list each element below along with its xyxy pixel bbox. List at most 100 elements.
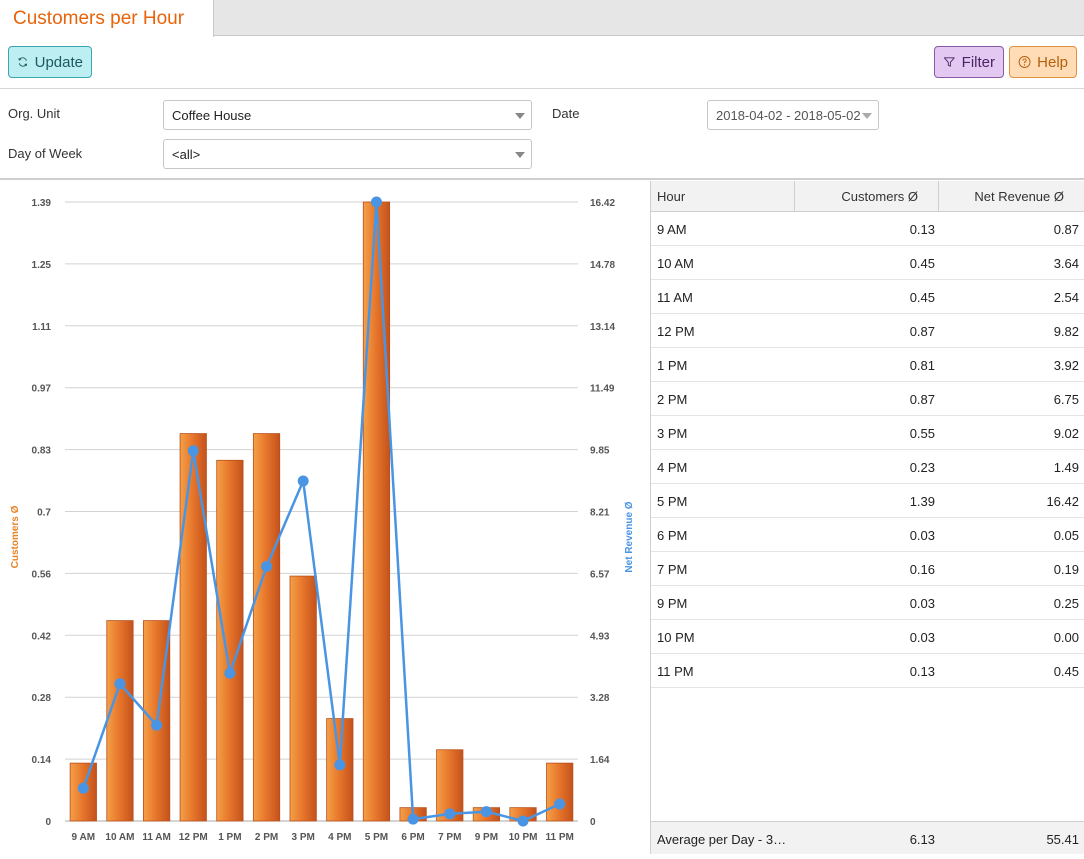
table-row[interactable]: 6 PM 0.03 0.05 xyxy=(651,518,1084,552)
cell-net-revenue: 0.87 xyxy=(1053,222,1079,237)
x-tick-label: 7 PM xyxy=(438,832,461,843)
y-tick-right: 0 xyxy=(590,817,596,828)
point-net-revenue[interactable] xyxy=(517,815,529,827)
cell-hour: 4 PM xyxy=(657,460,688,475)
x-tick-label: 9 AM xyxy=(72,832,96,843)
footer-label: Average per Day - 3… xyxy=(657,832,787,847)
point-net-revenue[interactable] xyxy=(187,445,199,457)
help-button[interactable]: Help xyxy=(1009,46,1077,78)
update-button[interactable]: Update xyxy=(8,46,92,78)
point-net-revenue[interactable] xyxy=(77,782,89,794)
cell-customers: 0.03 xyxy=(909,596,935,611)
cell-net-revenue: 9.82 xyxy=(1053,324,1079,339)
point-net-revenue[interactable] xyxy=(554,798,566,810)
y-tick-right: 1.64 xyxy=(590,755,610,766)
point-net-revenue[interactable] xyxy=(114,678,126,690)
table-row[interactable]: 2 PM 0.87 6.75 xyxy=(651,382,1084,416)
point-net-revenue[interactable] xyxy=(151,719,163,731)
point-net-revenue[interactable] xyxy=(370,196,382,208)
table-row[interactable]: 11 PM 0.13 0.45 xyxy=(651,654,1084,688)
cell-customers: 0.81 xyxy=(909,358,935,373)
y-tick-right: 16.42 xyxy=(590,198,615,209)
column-header-customers[interactable]: Customers Ø xyxy=(795,181,939,212)
x-tick-label: 10 PM xyxy=(509,832,538,843)
column-header-net-revenue[interactable]: Net Revenue Ø xyxy=(974,189,1064,204)
cell-hour: 1 PM xyxy=(657,358,688,373)
date-select[interactable]: 2018-04-02 - 2018-05-02 xyxy=(707,100,879,130)
point-net-revenue[interactable] xyxy=(261,561,273,573)
cell-customers: 0.45 xyxy=(909,256,935,271)
x-tick-label: 4 PM xyxy=(328,832,351,843)
bar-customers[interactable] xyxy=(179,433,207,822)
table-row[interactable]: 10 AM 0.45 3.64 xyxy=(651,246,1084,280)
cell-hour: 2 PM xyxy=(657,392,688,407)
tab-customers-per-hour[interactable]: Customers per Hour xyxy=(0,0,214,37)
table-row[interactable]: 9 AM 0.13 0.87 xyxy=(651,212,1084,246)
table-row[interactable]: 1 PM 0.81 3.92 xyxy=(651,348,1084,382)
cell-hour: 11 PM xyxy=(657,664,694,679)
day-of-week-value: <all> xyxy=(172,147,201,162)
y-tick-right: 8.21 xyxy=(590,508,610,519)
table-body: 9 AM 0.13 0.87 10 AM 0.45 3.64 11 AM 0.45 2.54 12… xyxy=(651,212,1084,688)
cell-hour: 12 PM xyxy=(657,324,695,339)
y-tick-right: 14.78 xyxy=(590,260,615,271)
cell-net-revenue: 0.19 xyxy=(1053,562,1079,577)
y-tick-left: 0 xyxy=(45,817,51,828)
point-net-revenue[interactable] xyxy=(334,759,346,771)
point-net-revenue[interactable] xyxy=(480,806,492,818)
cell-hour: 9 PM xyxy=(657,596,688,611)
cell-net-revenue: 3.92 xyxy=(1053,358,1079,373)
table-row[interactable]: 5 PM 1.39 16.42 xyxy=(651,484,1084,518)
point-net-revenue[interactable] xyxy=(407,813,419,825)
org-unit-label: Org. Unit xyxy=(8,106,61,121)
x-tick-label: 11 AM xyxy=(142,832,171,843)
date-label: Date xyxy=(552,106,580,121)
filter-button[interactable]: Filter xyxy=(934,46,1004,78)
footer-net-revenue-total: 55.41 xyxy=(1046,832,1079,847)
bar-customers[interactable] xyxy=(546,762,574,822)
x-tick-label: 2 PM xyxy=(255,832,278,843)
cell-net-revenue: 6.75 xyxy=(1053,392,1079,407)
table-row[interactable]: 10 PM 0.03 0.00 xyxy=(651,620,1084,654)
table-row[interactable]: 9 PM 0.03 0.25 xyxy=(651,586,1084,620)
cell-hour: 7 PM xyxy=(657,562,688,577)
cell-net-revenue: 9.02 xyxy=(1053,426,1079,441)
point-net-revenue[interactable] xyxy=(224,667,236,679)
column-header-hour[interactable]: Hour xyxy=(651,181,795,212)
day-of-week-select[interactable]: <all> xyxy=(163,139,532,169)
y-tick-left: 0.14 xyxy=(32,755,52,766)
y-tick-left: 0.83 xyxy=(32,446,52,457)
filter-label: Filter xyxy=(961,53,995,71)
table-row[interactable]: 7 PM 0.16 0.19 xyxy=(651,552,1084,586)
table-row[interactable]: 11 AM 0.45 2.54 xyxy=(651,280,1084,314)
cell-hour: 11 AM xyxy=(657,290,693,305)
table-header: Hour Customers Ø Net Revenue Ø xyxy=(651,181,1084,212)
cell-net-revenue: 0.05 xyxy=(1053,528,1079,543)
cell-customers: 0.23 xyxy=(909,460,935,475)
chevron-down-icon xyxy=(515,152,525,158)
org-unit-value: Coffee House xyxy=(172,108,252,123)
y-tick-right: 6.57 xyxy=(590,569,610,580)
org-unit-select[interactable]: Coffee House xyxy=(163,100,532,130)
point-net-revenue[interactable] xyxy=(297,475,309,487)
x-tick-label: 3 PM xyxy=(292,832,315,843)
table-row[interactable]: 4 PM 0.23 1.49 xyxy=(651,450,1084,484)
x-tick-label: 5 PM xyxy=(365,832,388,843)
cell-net-revenue: 16.42 xyxy=(1046,494,1079,509)
toolbar: Update Filter Help xyxy=(0,37,1084,89)
bar-customers[interactable] xyxy=(289,575,317,822)
table-row[interactable]: 12 PM 0.87 9.82 xyxy=(651,314,1084,348)
chart-panel: 0 0.14 0.28 0.42 0.56 0.7 0.83 0.97 1.11 1.25 1.39… xyxy=(0,181,650,854)
point-net-revenue[interactable] xyxy=(444,808,456,820)
x-tick-label: 1 PM xyxy=(218,832,241,843)
date-value: 2018-04-02 - 2018-05-02 xyxy=(716,108,861,123)
bar-customers[interactable] xyxy=(106,620,134,822)
cell-customers: 0.16 xyxy=(909,562,935,577)
bar-customers[interactable] xyxy=(362,201,391,822)
bar-customers[interactable] xyxy=(252,433,281,822)
table-row[interactable]: 3 PM 0.55 9.02 xyxy=(651,416,1084,450)
bar-customers[interactable] xyxy=(216,459,244,822)
y-tick-left: 1.39 xyxy=(32,198,52,209)
y-tick-right: 9.85 xyxy=(590,446,610,457)
help-icon xyxy=(1018,56,1031,68)
